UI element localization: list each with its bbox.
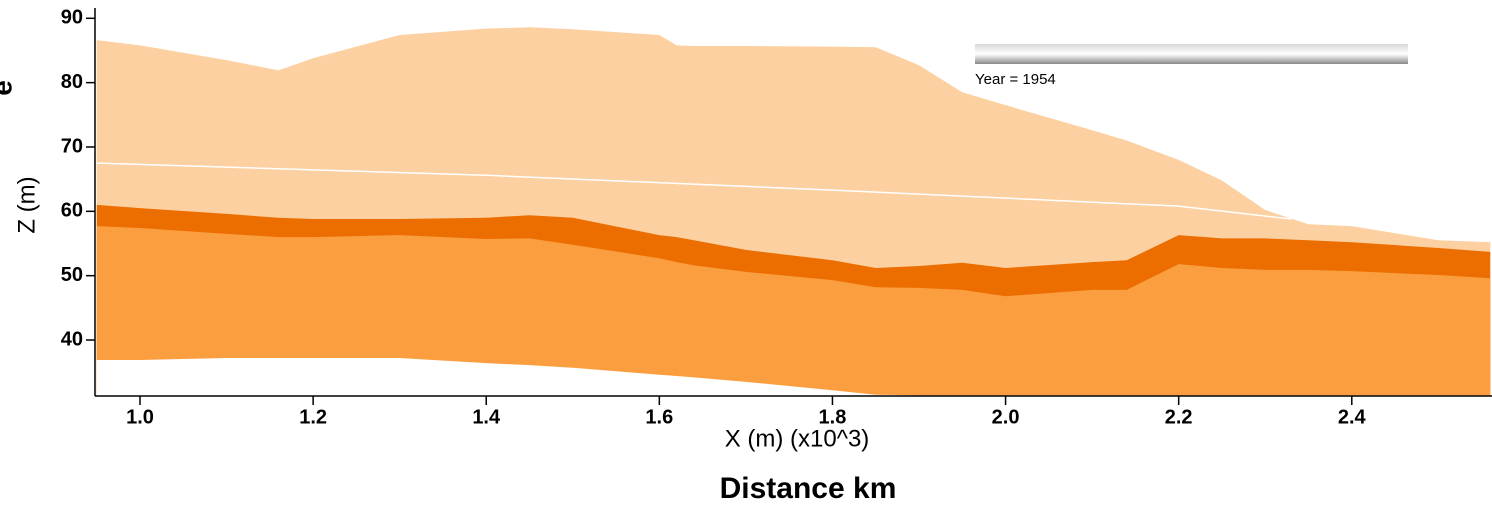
side-label: e — [0, 80, 17, 96]
x-tick-label: 1.0 — [126, 406, 154, 428]
x-tick-label: 2.0 — [992, 406, 1020, 428]
y-tick-label: 60 — [61, 200, 83, 222]
caption: Distance km — [720, 472, 897, 505]
y-tick-label: 90 — [61, 7, 83, 29]
x-axis-label: X (m) (x10^3) — [725, 425, 870, 452]
x-tick-label: 1.4 — [472, 406, 501, 428]
x-tick-label: 1.8 — [819, 406, 847, 428]
y-tick-label: 70 — [61, 135, 83, 157]
y-tick-label: 80 — [61, 71, 83, 93]
x-tick-label: 1.2 — [299, 406, 327, 428]
plot-area — [96, 27, 1491, 397]
y-tick-label: 50 — [61, 264, 83, 286]
x-tick-label: 2.2 — [1165, 406, 1193, 428]
y-axis-label: Z (m) — [13, 176, 40, 233]
annotation: Year = 1954 — [975, 71, 1056, 88]
layer-area — [96, 358, 1491, 396]
layer-area — [96, 226, 1491, 396]
water-line — [96, 162, 1292, 220]
y-tick-label: 40 — [61, 328, 83, 350]
x-tick-label: 2.4 — [1338, 406, 1367, 428]
x-tick-label: 1.6 — [645, 406, 673, 428]
color-bar — [975, 44, 1408, 64]
